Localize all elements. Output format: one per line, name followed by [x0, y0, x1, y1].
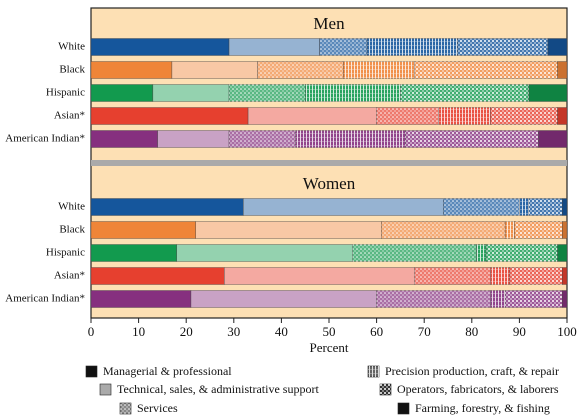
- bar-segment: [152, 84, 230, 102]
- x-tick-label: 40: [275, 324, 288, 339]
- x-tick-label: 70: [418, 324, 431, 339]
- bar-segment: [157, 130, 230, 148]
- x-tick-label: 10: [132, 324, 145, 339]
- bar-pattern: [400, 84, 529, 102]
- bar-pattern: [376, 290, 491, 308]
- bar-pattern: [376, 107, 439, 125]
- legend-label: Services: [137, 401, 178, 415]
- bar-segment: [562, 221, 568, 239]
- bar-segment: [171, 61, 258, 79]
- legend-label: Technical, sales, & administrative suppo…: [117, 382, 319, 396]
- x-tick-label: 90: [513, 324, 526, 339]
- x-tick-label: 50: [323, 324, 336, 339]
- bar-segment: [228, 38, 320, 56]
- bar-pattern: [528, 198, 563, 216]
- y-tick-label: American Indian*: [5, 133, 85, 145]
- bar-segment: [90, 198, 244, 216]
- bar-pattern: [519, 198, 529, 216]
- bar-pattern: [305, 84, 401, 102]
- bar-pattern: [457, 38, 548, 56]
- y-tick-label: Black: [59, 224, 85, 236]
- bar-pattern: [229, 130, 296, 148]
- x-tick-label: 20: [180, 324, 193, 339]
- bar-pattern: [443, 198, 520, 216]
- bar-segment: [90, 38, 230, 56]
- bar-segment: [90, 290, 192, 308]
- legend-pattern: [380, 384, 391, 395]
- bar-segment: [557, 61, 568, 79]
- legend-label: Managerial & professional: [103, 364, 232, 378]
- y-tick-label: White: [58, 41, 85, 53]
- bar-pattern: [486, 244, 558, 262]
- bar-segment: [190, 290, 377, 308]
- bar-segment: [562, 267, 568, 285]
- bar-segment: [243, 198, 444, 216]
- bar-segment: [176, 244, 353, 262]
- bar-segment: [90, 267, 225, 285]
- y-tick-label: Hispanic: [46, 247, 85, 259]
- bar-pattern: [514, 221, 563, 239]
- bar-segment: [528, 84, 568, 102]
- bar-segment: [557, 244, 568, 262]
- x-tick-label: 80: [465, 324, 478, 339]
- legend-pattern: [120, 403, 131, 414]
- legend-label: Farming, forestry, & fishing: [415, 401, 550, 415]
- bar-pattern: [381, 221, 506, 239]
- bar-pattern: [505, 221, 515, 239]
- bar-segment: [90, 84, 154, 102]
- bar-pattern: [490, 290, 506, 308]
- y-tick-label: Asian*: [54, 270, 85, 282]
- x-tick-label: 30: [227, 324, 240, 339]
- bar-segment: [90, 244, 177, 262]
- y-tick-label: Black: [59, 64, 85, 76]
- y-tick-label: Asian*: [54, 110, 85, 122]
- bar-segment: [90, 130, 158, 148]
- legend-label: Operators, fabricators, & laborers: [397, 382, 559, 396]
- bar-pattern: [490, 267, 510, 285]
- bar-segment: [90, 221, 196, 239]
- bar-pattern: [490, 107, 558, 125]
- legend-swatch: [99, 383, 112, 396]
- bar-pattern: [414, 61, 558, 79]
- x-tick-label: 60: [370, 324, 383, 339]
- x-tick-label: 100: [557, 324, 577, 339]
- bar-segment: [224, 267, 415, 285]
- bar-pattern: [229, 84, 306, 102]
- bar-pattern: [476, 244, 487, 262]
- bar-pattern: [438, 107, 491, 125]
- bar-pattern: [405, 130, 539, 148]
- panel-title: Women: [303, 174, 356, 193]
- bar-pattern: [509, 267, 563, 285]
- bar-pattern: [257, 61, 344, 79]
- bar-pattern: [505, 290, 563, 308]
- bar-segment: [547, 38, 568, 56]
- bar-segment: [538, 130, 568, 148]
- bar-segment: [195, 221, 382, 239]
- x-tick-label: 0: [88, 324, 95, 339]
- x-axis-label: Percent: [310, 340, 349, 355]
- panel-title: Men: [313, 14, 345, 33]
- bar-pattern: [319, 38, 368, 56]
- bar-pattern: [295, 130, 406, 148]
- bar-pattern: [352, 244, 477, 262]
- y-tick-label: American Indian*: [5, 293, 85, 305]
- y-tick-label: Hispanic: [46, 87, 85, 99]
- bar-segment: [90, 107, 249, 125]
- legend-swatch: [85, 365, 98, 378]
- bar-segment: [247, 107, 377, 125]
- bar-segment: [90, 61, 173, 79]
- bar-segment: [562, 198, 568, 216]
- bar-pattern: [367, 38, 458, 56]
- legend-label: Precision production, craft, & repair: [385, 364, 559, 378]
- bar-segment: [562, 290, 568, 308]
- bar-pattern: [343, 61, 415, 79]
- legend-pattern: [368, 366, 379, 377]
- legend-swatch: [397, 402, 410, 415]
- bar-segment: [557, 107, 568, 125]
- y-tick-label: White: [58, 201, 85, 213]
- bar-pattern: [414, 267, 491, 285]
